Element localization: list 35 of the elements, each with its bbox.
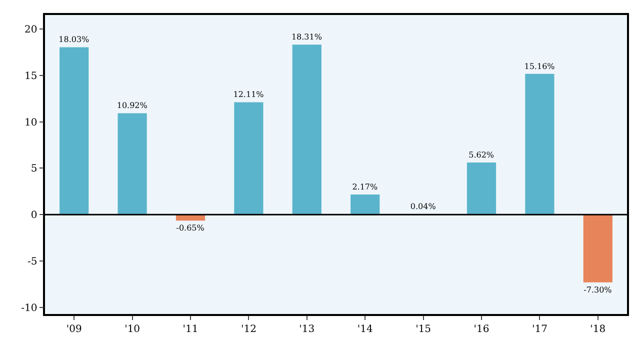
data-label: 10.92% <box>116 101 148 110</box>
bar <box>350 194 380 215</box>
data-label: 12.11% <box>233 90 264 100</box>
x-tick-label: '11 <box>182 324 198 335</box>
x-tick-label: '15 <box>416 324 432 335</box>
data-label: -7.30% <box>584 285 612 294</box>
x-tick-label: '17 <box>532 324 548 335</box>
bar <box>583 214 612 282</box>
x-tick-label: '16 <box>474 324 490 335</box>
y-tick-label: -5 <box>28 256 38 268</box>
data-label: 2.17% <box>352 182 378 192</box>
y-tick-label: 0 <box>30 210 38 222</box>
x-tick-label: '18 <box>590 324 606 335</box>
y-tick-label: 15 <box>24 70 38 82</box>
bar <box>60 47 89 215</box>
data-label: 5.62% <box>468 150 494 160</box>
x-tick-label: '09 <box>66 324 82 335</box>
x-tick-label: '13 <box>299 324 315 335</box>
bar <box>234 102 264 215</box>
x-tick-label: '12 <box>240 324 256 335</box>
y-tick-label: -10 <box>21 303 38 314</box>
bar <box>466 162 496 215</box>
bar <box>118 113 147 215</box>
y-tick-label: 20 <box>24 24 38 36</box>
data-label: 18.03% <box>58 35 90 44</box>
y-tick-label: 10 <box>24 117 38 128</box>
data-label: -0.65% <box>176 224 205 233</box>
x-tick-label: '10 <box>124 324 140 335</box>
data-label: 0.04% <box>410 202 436 211</box>
bar <box>292 44 322 215</box>
data-label: 18.31% <box>291 32 322 42</box>
bar <box>525 74 554 215</box>
x-tick-label: '14 <box>357 324 373 335</box>
y-tick-label: 5 <box>30 164 38 175</box>
data-label: 15.16% <box>524 62 556 71</box>
